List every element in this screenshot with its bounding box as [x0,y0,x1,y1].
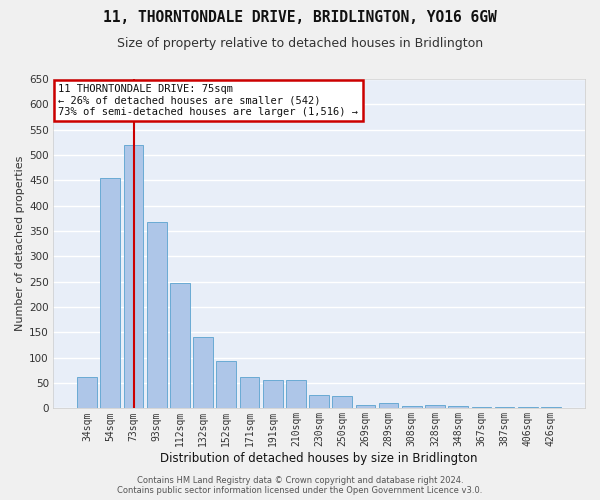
Bar [332,396,352,408]
Bar [425,405,445,408]
Y-axis label: Number of detached properties: Number of detached properties [15,156,25,332]
Bar [147,222,167,408]
Bar [239,377,259,408]
Bar [263,380,283,408]
Text: Contains HM Land Registry data © Crown copyright and database right 2024.
Contai: Contains HM Land Registry data © Crown c… [118,476,482,495]
Bar [356,405,375,408]
Bar [100,178,120,408]
Bar [379,404,398,408]
Bar [495,407,514,408]
Text: 11 THORNTONDALE DRIVE: 75sqm
← 26% of detached houses are smaller (542)
73% of s: 11 THORNTONDALE DRIVE: 75sqm ← 26% of de… [58,84,358,117]
Bar [77,377,97,408]
X-axis label: Distribution of detached houses by size in Bridlington: Distribution of detached houses by size … [160,452,478,465]
Bar [448,406,468,408]
Bar [472,407,491,408]
Text: 11, THORNTONDALE DRIVE, BRIDLINGTON, YO16 6GW: 11, THORNTONDALE DRIVE, BRIDLINGTON, YO1… [103,10,497,25]
Bar [170,283,190,408]
Text: Size of property relative to detached houses in Bridlington: Size of property relative to detached ho… [117,38,483,51]
Bar [217,362,236,408]
Bar [309,394,329,408]
Bar [286,380,306,408]
Bar [193,338,213,408]
Bar [124,145,143,408]
Bar [402,406,422,408]
